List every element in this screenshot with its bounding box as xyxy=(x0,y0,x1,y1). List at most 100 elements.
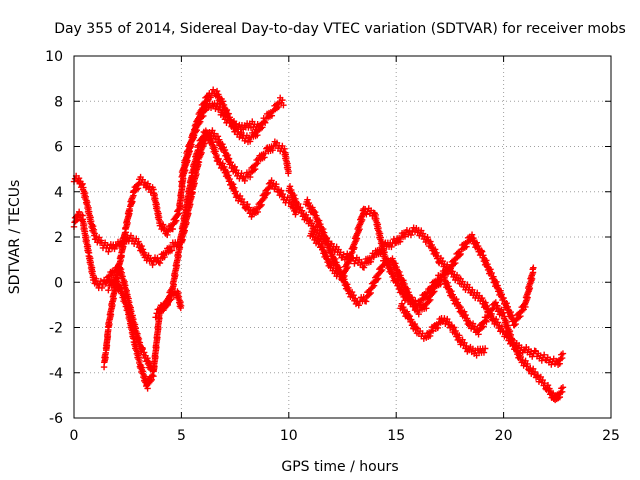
data-point xyxy=(392,260,399,267)
data-point xyxy=(121,293,128,301)
data-point xyxy=(434,324,441,332)
data-point xyxy=(232,188,239,195)
data-point xyxy=(254,131,261,139)
data-point xyxy=(141,179,149,186)
data-point xyxy=(207,94,214,101)
data-point xyxy=(492,316,500,323)
data-point xyxy=(367,258,375,265)
data-point xyxy=(484,260,491,268)
data-point xyxy=(408,316,415,323)
data-point xyxy=(213,151,220,159)
data-point xyxy=(215,91,222,98)
data-point xyxy=(456,332,463,339)
data-point xyxy=(427,288,435,295)
data-point xyxy=(474,242,482,250)
data-point xyxy=(310,231,317,238)
data-point xyxy=(238,170,245,177)
data-point xyxy=(314,235,321,242)
data-point xyxy=(393,276,401,284)
data-point xyxy=(524,360,531,368)
x-tick-label: 10 xyxy=(280,428,298,444)
data-point xyxy=(295,200,302,208)
data-point xyxy=(493,278,500,286)
data-point xyxy=(363,211,370,218)
data-point xyxy=(168,296,175,303)
data-point xyxy=(481,345,489,352)
data-point xyxy=(250,167,257,174)
data-point xyxy=(245,204,253,211)
data-point xyxy=(413,324,420,331)
data-point xyxy=(208,135,215,142)
data-point xyxy=(500,294,507,302)
data-point xyxy=(254,208,262,216)
data-point xyxy=(482,299,489,306)
data-point xyxy=(388,243,395,251)
data-point xyxy=(216,136,223,143)
data-point xyxy=(318,240,325,248)
data-point xyxy=(391,273,399,280)
data-point xyxy=(290,191,298,199)
data-point xyxy=(308,220,316,227)
data-point xyxy=(213,87,221,95)
data-point xyxy=(219,141,226,148)
data-point xyxy=(302,211,310,219)
data-point xyxy=(202,127,210,134)
data-point xyxy=(473,239,480,246)
data-point xyxy=(244,200,251,208)
x-tick-label: 5 xyxy=(177,428,186,444)
data-point xyxy=(211,144,218,151)
data-point xyxy=(355,302,362,309)
data-point xyxy=(411,320,419,328)
data-point xyxy=(122,297,129,304)
data-point xyxy=(269,146,276,154)
data-point xyxy=(558,388,566,395)
chart-title: Day 355 of 2014, Sidereal Day-to-day VTE… xyxy=(54,21,626,37)
data-point xyxy=(498,291,506,298)
data-point xyxy=(417,300,425,308)
data-point xyxy=(226,175,233,183)
x-tick-label: 0 xyxy=(70,428,79,444)
data-point xyxy=(327,247,335,254)
data-point xyxy=(320,229,328,236)
y-tick-label: 10 xyxy=(45,49,63,65)
data-point xyxy=(494,282,501,289)
data-point xyxy=(118,288,126,295)
data-point xyxy=(219,107,226,114)
data-point xyxy=(273,180,280,188)
data-point xyxy=(397,272,404,279)
data-point xyxy=(246,138,254,145)
data-point xyxy=(559,384,567,391)
data-point xyxy=(280,102,287,109)
data-point xyxy=(161,253,168,261)
data-point xyxy=(322,249,329,256)
data-point xyxy=(389,255,396,262)
data-point xyxy=(168,247,176,254)
data-point xyxy=(533,371,541,379)
data-point xyxy=(433,249,440,257)
data-point xyxy=(480,349,488,356)
data-point xyxy=(329,250,336,258)
data-point xyxy=(468,231,476,238)
data-point xyxy=(530,264,537,271)
data-point xyxy=(308,227,316,235)
data-point xyxy=(483,257,490,264)
data-point xyxy=(461,308,468,315)
data-point xyxy=(401,280,408,288)
data-point xyxy=(323,253,331,260)
data-point xyxy=(504,303,511,311)
data-point xyxy=(215,155,222,163)
data-point xyxy=(105,248,112,255)
data-point xyxy=(506,327,514,335)
data-point xyxy=(139,246,147,253)
data-point xyxy=(261,154,268,161)
data-point xyxy=(399,288,407,295)
data-point xyxy=(431,246,439,253)
data-point xyxy=(437,276,445,283)
data-point xyxy=(345,284,352,292)
data-point xyxy=(309,204,316,211)
data-point xyxy=(395,280,402,287)
data-point xyxy=(541,379,548,387)
data-point xyxy=(138,364,146,371)
data-point xyxy=(457,250,464,258)
data-point xyxy=(512,341,519,349)
